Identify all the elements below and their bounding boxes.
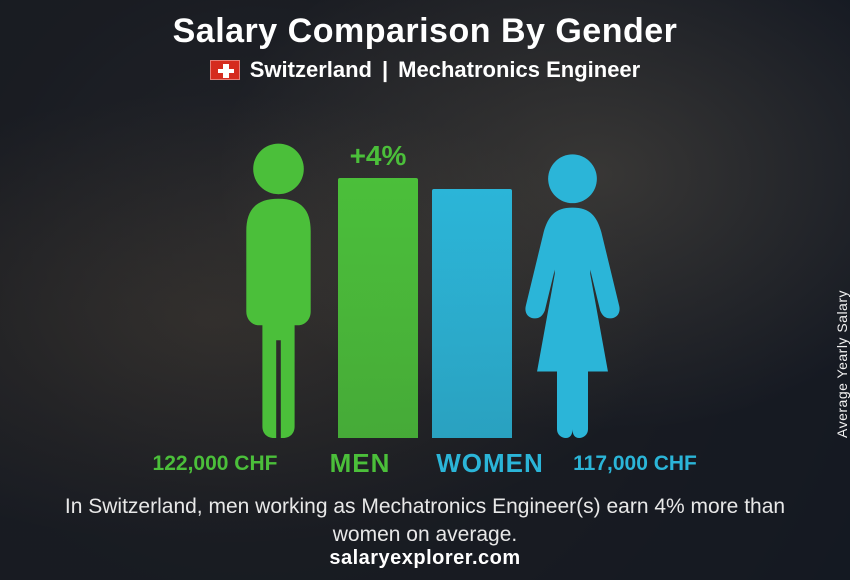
female-label: WOMEN: [430, 448, 550, 479]
separator: |: [382, 57, 388, 83]
swiss-flag-icon: [210, 60, 240, 80]
male-icon: [218, 138, 338, 438]
infographic-container: Salary Comparison By Gender Switzerland …: [0, 0, 850, 580]
male-side: +4%: [218, 138, 418, 438]
male-salary: 122,000 CHF: [130, 452, 300, 476]
chart-area: +4%: [115, 93, 735, 438]
subtitle-row: Switzerland | Mechatronics Engineer: [210, 57, 640, 83]
description: In Switzerland, men working as Mechatron…: [45, 493, 805, 550]
female-side: [432, 150, 632, 438]
male-bar: [338, 178, 418, 438]
country-label: Switzerland: [250, 57, 372, 83]
female-bar: [432, 189, 512, 438]
male-bar-wrap: +4%: [338, 140, 418, 438]
male-label: MEN: [300, 448, 420, 479]
female-icon: [512, 150, 632, 438]
footer-source: salaryexplorer.com: [0, 547, 850, 570]
female-bar-wrap: [432, 189, 512, 438]
role-label: Mechatronics Engineer: [398, 57, 640, 83]
delta-label: +4%: [350, 140, 407, 172]
y-axis-label: Average Yearly Salary: [834, 290, 850, 438]
labels-row: 122,000 CHF MEN WOMEN 117,000 CHF: [115, 448, 735, 479]
page-title: Salary Comparison By Gender: [173, 12, 678, 51]
female-salary: 117,000 CHF: [550, 452, 720, 476]
